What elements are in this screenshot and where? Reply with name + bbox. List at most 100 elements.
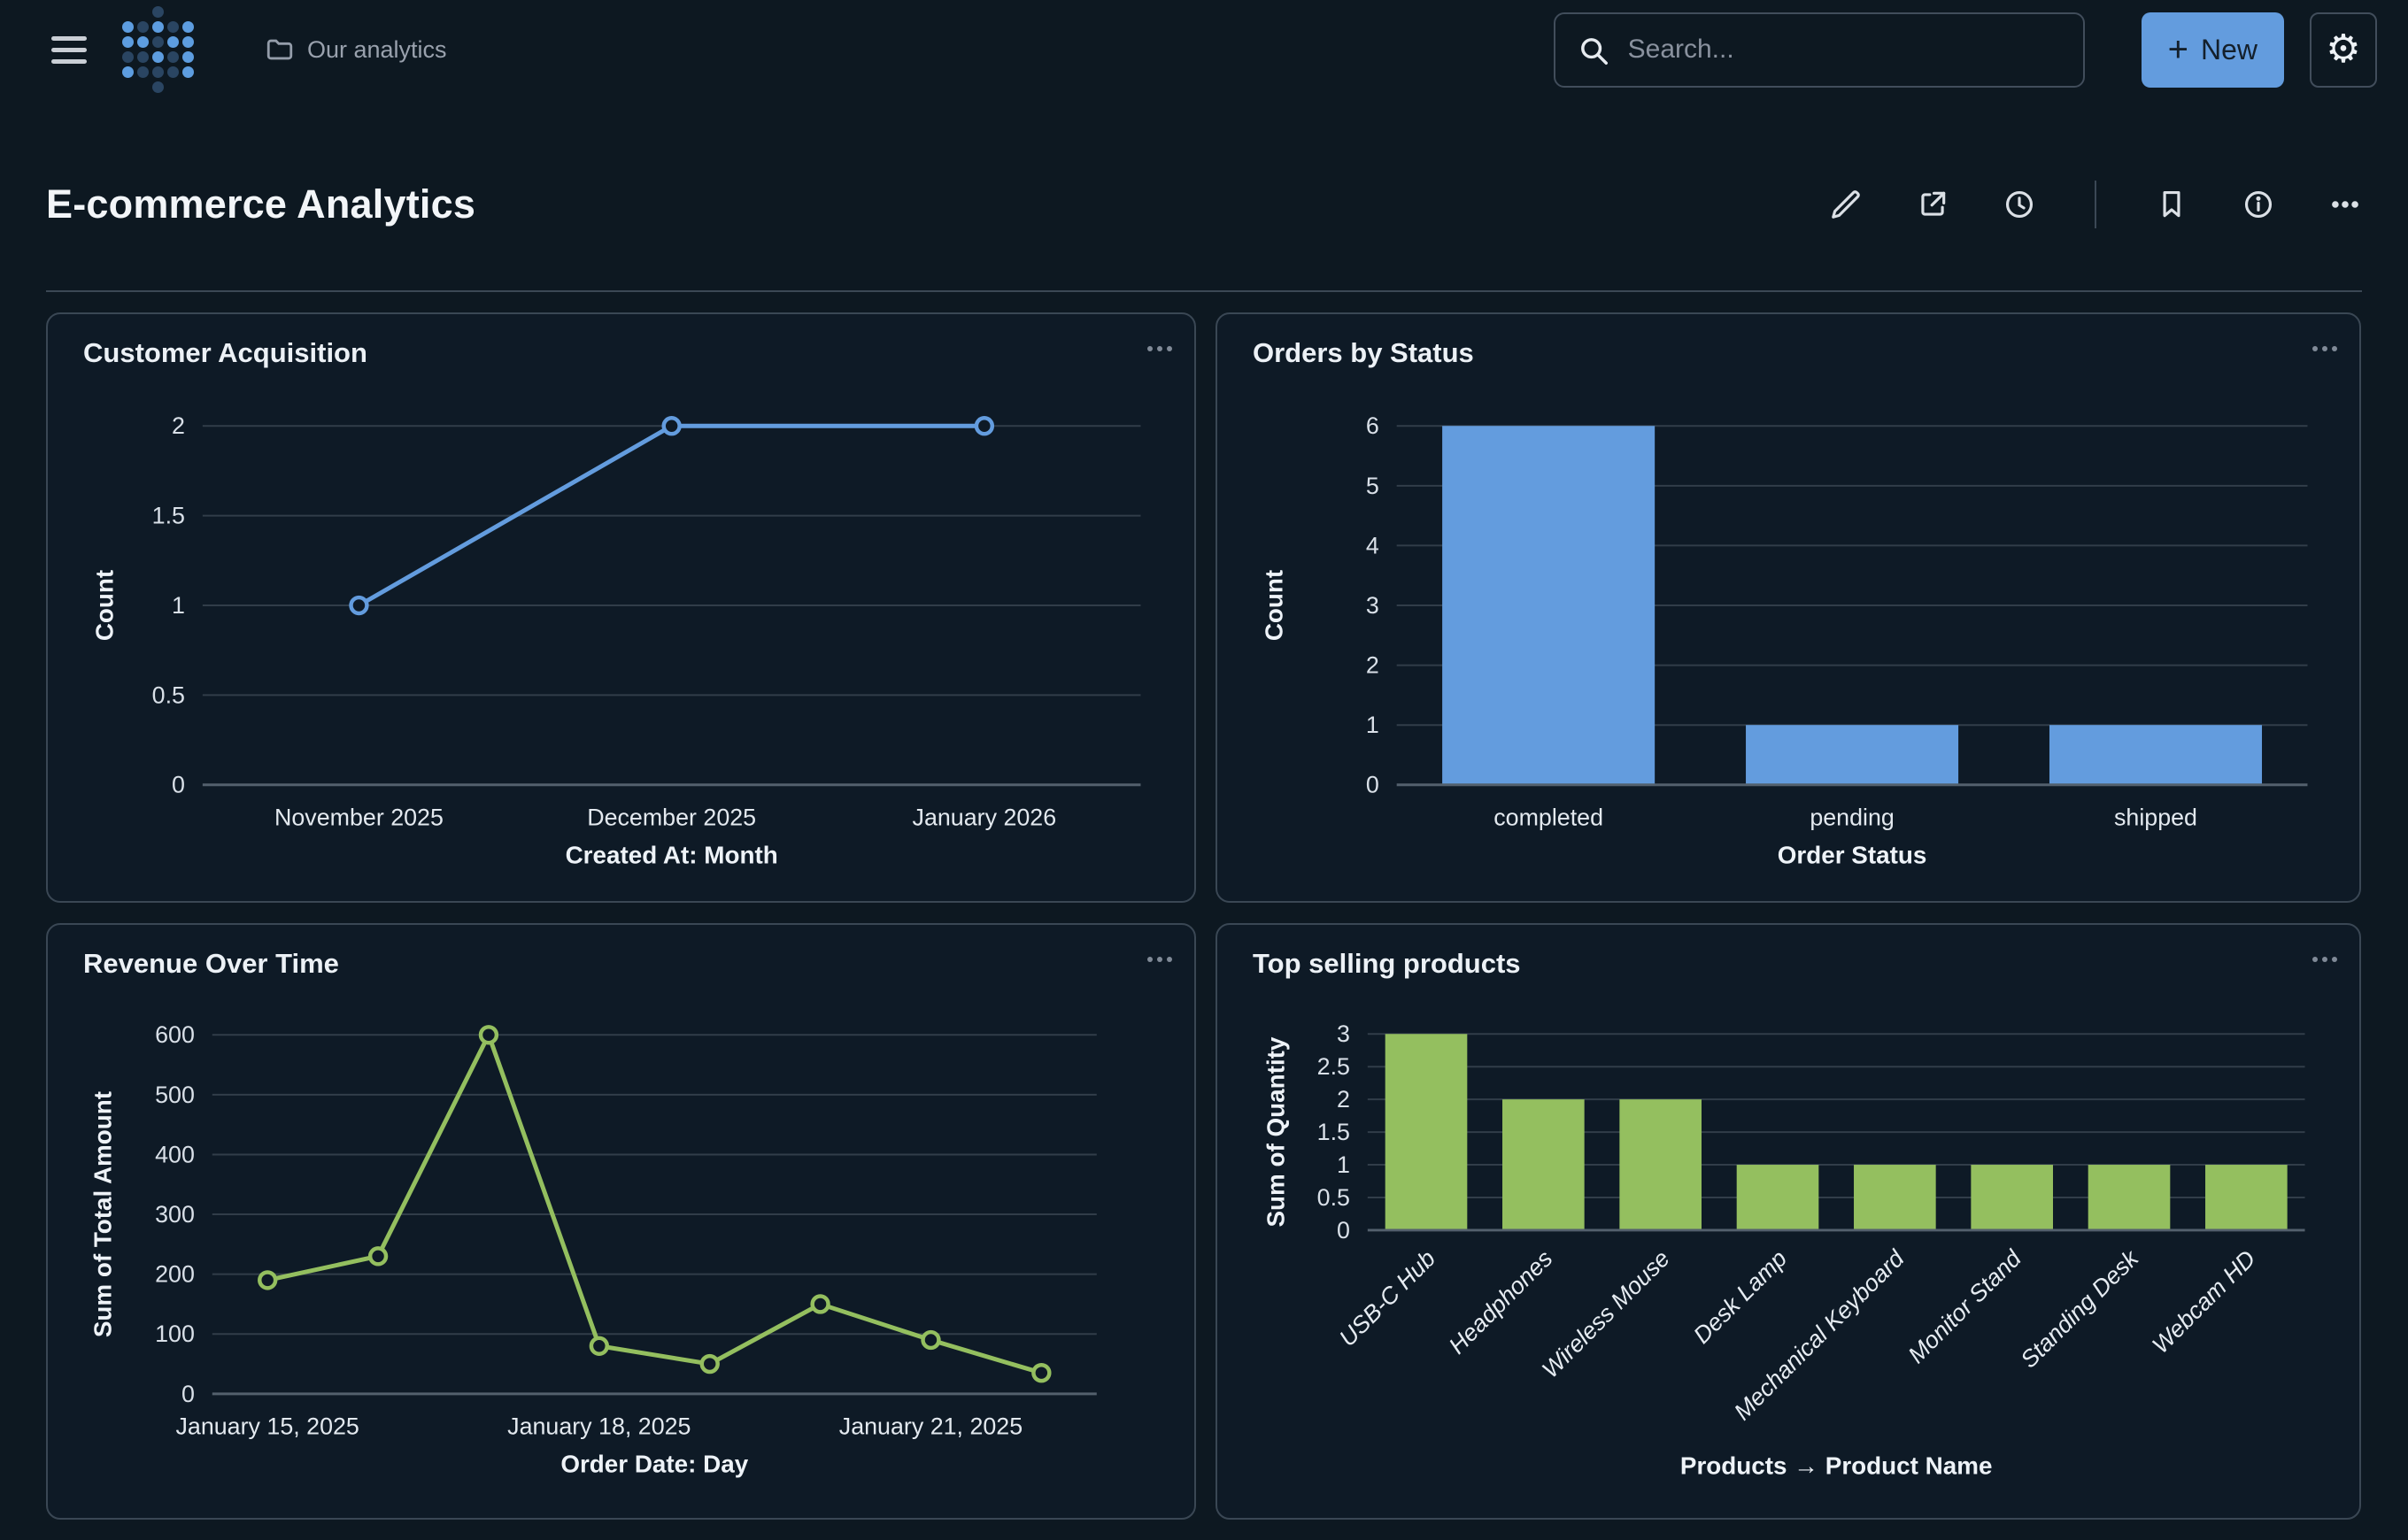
page-title: E-commerce Analytics bbox=[46, 181, 476, 227]
svg-text:Count: Count bbox=[1260, 570, 1287, 641]
customer-acquisition-chart[interactable]: 0 0.5 1 1.5 2 November 2025 December 2025 Janua… bbox=[48, 314, 1194, 901]
ellipsis-icon bbox=[2322, 346, 2327, 351]
svg-text:1.5: 1.5 bbox=[1317, 1119, 1350, 1145]
folder-icon bbox=[266, 39, 293, 60]
svg-text:Sum of Total Amount: Sum of Total Amount bbox=[89, 1091, 116, 1337]
card-menu-button[interactable] bbox=[1155, 337, 1164, 360]
info-button[interactable] bbox=[2242, 188, 2275, 221]
svg-text:Order Date: Day: Order Date: Day bbox=[560, 1450, 748, 1477]
svg-text:3: 3 bbox=[1337, 1020, 1350, 1047]
svg-text:1: 1 bbox=[1337, 1151, 1350, 1178]
new-button-label: New bbox=[2200, 33, 2258, 65]
dashboard-header: E-commerce Analytics bbox=[46, 99, 2362, 292]
more-options-button[interactable] bbox=[2328, 188, 2362, 221]
new-button[interactable]: New bbox=[2141, 12, 2284, 88]
svg-text:0: 0 bbox=[1366, 772, 1379, 798]
svg-text:300: 300 bbox=[155, 1201, 195, 1228]
svg-text:600: 600 bbox=[155, 1021, 195, 1048]
plus-icon bbox=[2168, 32, 2188, 68]
svg-text:January 15, 2025: January 15, 2025 bbox=[176, 1413, 359, 1440]
svg-text:500: 500 bbox=[155, 1082, 195, 1108]
search-input[interactable] bbox=[1553, 12, 2085, 88]
card-title[interactable]: Top selling products bbox=[1253, 948, 1521, 979]
ellipsis-icon bbox=[1157, 957, 1162, 962]
divider bbox=[2095, 181, 2096, 228]
card-menu-button[interactable] bbox=[2320, 948, 2329, 971]
share-button[interactable] bbox=[1916, 188, 1949, 221]
svg-text:December 2025: December 2025 bbox=[587, 805, 756, 831]
svg-text:shipped: shipped bbox=[2114, 805, 2197, 831]
svg-text:Count: Count bbox=[90, 570, 118, 641]
ellipsis-icon bbox=[2332, 201, 2358, 208]
svg-text:completed: completed bbox=[1493, 805, 1603, 831]
svg-text:Headphones: Headphones bbox=[1444, 1245, 1558, 1359]
breadcrumb[interactable]: Our analytics bbox=[265, 35, 447, 65]
top-nav: Our analytics New bbox=[0, 0, 2408, 99]
share-icon bbox=[1921, 191, 1946, 216]
svg-text:Order Status: Order Status bbox=[1778, 841, 1927, 868]
svg-text:2: 2 bbox=[1337, 1086, 1350, 1113]
pencil-icon bbox=[1832, 190, 1860, 219]
svg-text:Wireless Mouse: Wireless Mouse bbox=[1537, 1245, 1675, 1383]
svg-text:November 2025: November 2025 bbox=[274, 805, 444, 831]
orders-by-status-chart[interactable]: 0 1 2 3 4 5 6 completed pending shipped Order Stat… bbox=[1217, 314, 2359, 901]
clock-icon bbox=[2005, 190, 2034, 219]
search-box bbox=[1553, 12, 2085, 88]
top-selling-products-chart[interactable]: 0 0.5 1 1.5 2 2.5 3 USB-C Hub Headphones Wireless… bbox=[1217, 925, 2359, 1518]
search-icon bbox=[1580, 37, 1608, 65]
dashboard-grid: Customer Acquisition 0 0.5 1 1.5 2 November 2… bbox=[46, 312, 2362, 1520]
svg-text:0: 0 bbox=[172, 772, 185, 798]
svg-text:0: 0 bbox=[1337, 1217, 1350, 1244]
card-revenue-over-time: Revenue Over Time 0 100 200 300 400 500 600 Jan… bbox=[46, 923, 1196, 1520]
history-button[interactable] bbox=[2003, 188, 2036, 221]
revenue-over-time-chart[interactable]: 0 100 200 300 400 500 600 January 15, 2025 Janua… bbox=[48, 925, 1194, 1518]
svg-text:0: 0 bbox=[181, 1381, 195, 1407]
card-title[interactable]: Orders by Status bbox=[1253, 337, 1474, 368]
breadcrumb-label: Our analytics bbox=[307, 35, 447, 63]
card-top-selling-products: Top selling products 0 0.5 1 1.5 2 2.5 3 USB-C … bbox=[1216, 923, 2361, 1520]
svg-text:Products → Product Name: Products → Product Name bbox=[1680, 1451, 1993, 1479]
svg-text:Sum of Quantity: Sum of Quantity bbox=[1262, 1036, 1289, 1227]
card-menu-button[interactable] bbox=[2320, 337, 2329, 360]
svg-text:USB-C Hub: USB-C Hub bbox=[1334, 1245, 1440, 1351]
svg-text:0.5: 0.5 bbox=[152, 681, 185, 708]
card-customer-acquisition: Customer Acquisition 0 0.5 1 1.5 2 November 2… bbox=[46, 312, 1196, 903]
settings-button[interactable] bbox=[2310, 12, 2377, 88]
card-orders-by-status: Orders by Status 0 1 2 3 4 5 6 completed pending… bbox=[1216, 312, 2361, 903]
svg-text:Standing Desk: Standing Desk bbox=[2016, 1244, 2145, 1374]
dashboard-page: E-commerce Analytics bbox=[0, 99, 2408, 1520]
card-title[interactable]: Customer Acquisition bbox=[83, 337, 367, 368]
bookmark-icon bbox=[2163, 190, 2180, 218]
hamburger-menu-button[interactable] bbox=[51, 32, 90, 67]
ellipsis-icon bbox=[2322, 957, 2327, 962]
svg-text:pending: pending bbox=[1810, 805, 1894, 831]
svg-text:3: 3 bbox=[1366, 592, 1379, 619]
svg-text:January 2026: January 2026 bbox=[913, 805, 1057, 831]
gear-icon bbox=[2326, 30, 2360, 69]
ellipsis-icon bbox=[1157, 346, 1162, 351]
dashboard-actions bbox=[1829, 181, 2362, 228]
svg-text:Desk Lamp: Desk Lamp bbox=[1688, 1245, 1792, 1349]
info-icon bbox=[2244, 190, 2273, 219]
metabase-logo-icon[interactable] bbox=[122, 6, 194, 93]
svg-text:Created At: Month: Created At: Month bbox=[566, 841, 778, 868]
svg-text:100: 100 bbox=[155, 1321, 195, 1347]
svg-text:January 18, 2025: January 18, 2025 bbox=[507, 1413, 691, 1440]
svg-text:1: 1 bbox=[1366, 712, 1379, 738]
svg-text:1: 1 bbox=[172, 592, 185, 619]
svg-text:0.5: 0.5 bbox=[1317, 1184, 1350, 1211]
svg-text:Monitor Stand: Monitor Stand bbox=[1903, 1244, 2027, 1368]
svg-text:4: 4 bbox=[1366, 532, 1379, 558]
edit-dashboard-button[interactable] bbox=[1829, 188, 1863, 221]
card-title[interactable]: Revenue Over Time bbox=[83, 948, 339, 979]
svg-text:2: 2 bbox=[1366, 652, 1379, 679]
svg-text:2.5: 2.5 bbox=[1317, 1053, 1350, 1080]
card-menu-button[interactable] bbox=[1155, 948, 1164, 971]
svg-text:5: 5 bbox=[1366, 473, 1379, 499]
svg-text:Webcam HD: Webcam HD bbox=[2147, 1245, 2260, 1359]
svg-text:400: 400 bbox=[155, 1141, 195, 1167]
svg-text:2: 2 bbox=[172, 412, 185, 439]
bookmark-button[interactable] bbox=[2155, 188, 2188, 221]
svg-text:200: 200 bbox=[155, 1261, 195, 1288]
svg-text:January 21, 2025: January 21, 2025 bbox=[839, 1413, 1023, 1440]
